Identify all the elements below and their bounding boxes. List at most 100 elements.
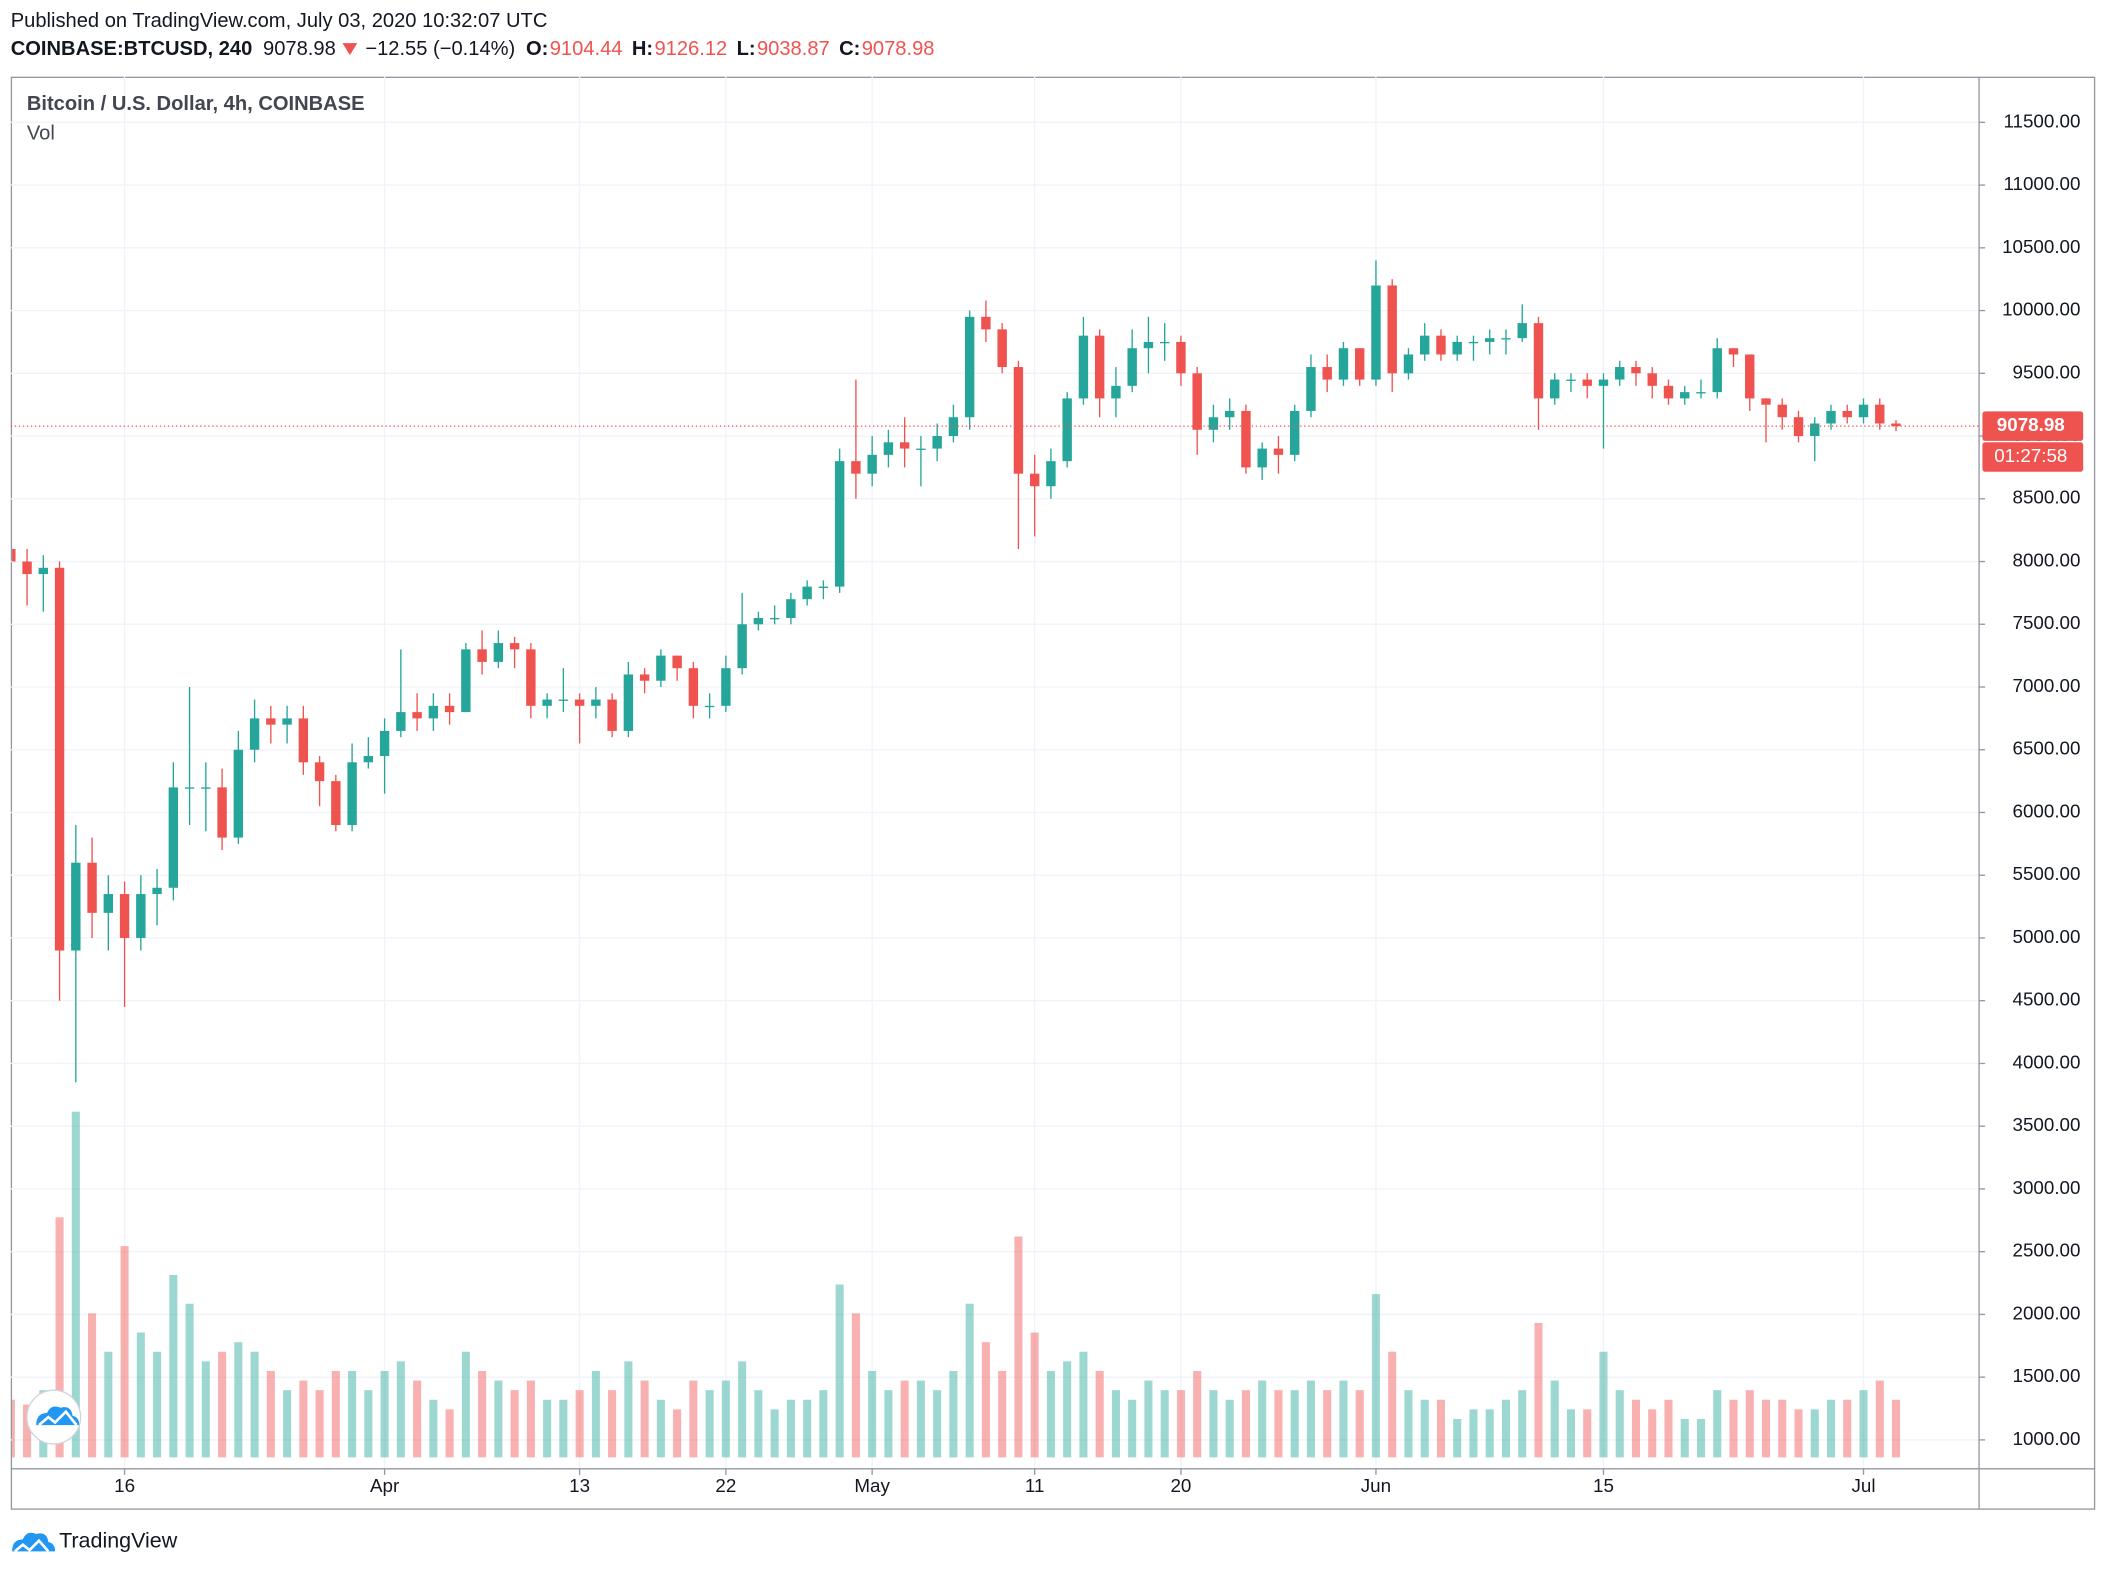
last-price: 9078.98 <box>263 38 336 60</box>
volume-bar <box>1290 1390 1299 1458</box>
candle-body <box>1777 404 1787 418</box>
volume-bar <box>721 1380 730 1458</box>
candle-body <box>1176 341 1186 374</box>
volume-bar <box>624 1361 633 1458</box>
y-tick-label: 6000.00 <box>2013 800 2081 821</box>
volume-bar <box>1518 1390 1527 1458</box>
volume-bar <box>71 1111 80 1458</box>
volume-bar <box>23 1404 32 1458</box>
candle-body <box>704 705 715 708</box>
candle-body <box>574 699 585 706</box>
volume-bar <box>348 1370 357 1458</box>
y-tick-label: 11500.00 <box>2003 110 2080 131</box>
volume-bar <box>1371 1294 1380 1458</box>
candle-body <box>1192 373 1202 430</box>
y-tick-label: 2000.00 <box>2013 1302 2081 1323</box>
published: Published on TradingView.com, July 03, 2… <box>11 10 548 32</box>
volume-bar <box>1469 1409 1478 1458</box>
symbol-row: COINBASE:BTCUSD, 240 9078.98 −12.55 (−0.14… <box>11 38 935 60</box>
candle-body <box>1696 392 1706 394</box>
volume-bar <box>104 1351 113 1458</box>
y-tick-label: 3000.00 <box>2013 1177 2081 1198</box>
volume-bar <box>136 1332 145 1458</box>
volume-bar <box>1014 1236 1023 1458</box>
candle-body <box>1875 404 1885 424</box>
candle-body <box>249 718 260 750</box>
candle-body <box>542 699 552 706</box>
volume-bar <box>250 1351 259 1458</box>
volume-bar <box>965 1303 974 1458</box>
candle-body <box>834 461 845 587</box>
volume-bar <box>396 1361 405 1458</box>
footer-logo <box>12 1532 56 1553</box>
candle-body <box>883 442 894 455</box>
volume-bar <box>1859 1390 1868 1458</box>
y-tick-label: 2500.00 <box>2013 1240 2081 1261</box>
volume-bar <box>1144 1380 1153 1458</box>
candle-body <box>802 586 812 600</box>
y-tick-label: 8500.00 <box>2013 487 2081 508</box>
volume-bar <box>1258 1380 1267 1458</box>
x-tick-label: 16 <box>114 1475 135 1496</box>
candle-body <box>1078 335 1089 399</box>
candle-body <box>1289 410 1300 455</box>
candle-body <box>607 699 617 731</box>
candle-body <box>136 894 146 938</box>
volume-bar <box>201 1361 210 1458</box>
y-tick-label: 8000.00 <box>2013 549 2081 570</box>
y-tick-label: 4000.00 <box>2013 1051 2081 1072</box>
candle-body <box>233 749 244 838</box>
candle-body <box>1680 392 1690 399</box>
candle-body <box>964 316 975 418</box>
candle-body <box>1371 285 1381 380</box>
candle-body <box>1159 341 1170 344</box>
volume-bar <box>88 1313 97 1458</box>
volume-bar <box>1046 1370 1055 1458</box>
volume-bar <box>835 1284 844 1458</box>
candle-body <box>1468 341 1479 344</box>
candle-body <box>1793 417 1804 437</box>
volume-bar <box>900 1380 909 1458</box>
volume-bar <box>1566 1409 1576 1458</box>
candle-body <box>639 674 650 681</box>
candle-body <box>1208 417 1219 430</box>
candle-body <box>786 599 796 618</box>
candle-body <box>22 561 32 575</box>
chart-frame <box>10 76 2096 1510</box>
volume-bar <box>1274 1390 1283 1458</box>
candle-body <box>1485 338 1495 342</box>
candle-body <box>379 730 390 757</box>
candle-body <box>1046 461 1056 487</box>
candle-body <box>1663 385 1674 399</box>
candle-body <box>1143 341 1154 349</box>
countdown-label: 01:27:58 <box>1994 445 2067 466</box>
volume-bar <box>1583 1409 1592 1458</box>
volume-bar <box>1794 1409 1803 1458</box>
volume-bar <box>543 1399 552 1458</box>
candle-body <box>1241 410 1251 468</box>
volume-bar <box>218 1351 227 1458</box>
volume-bar <box>559 1399 568 1458</box>
candles <box>12 260 1901 1083</box>
volume-bar <box>1745 1390 1754 1458</box>
candle-body <box>493 643 504 662</box>
volume-bar <box>1111 1390 1120 1458</box>
candle-body <box>1452 341 1462 355</box>
candle-body <box>526 649 536 706</box>
candle-body <box>1306 367 1316 411</box>
volume-bar <box>803 1399 812 1458</box>
volume-bar <box>12 1399 15 1458</box>
candle-body <box>444 705 455 713</box>
volume-bar <box>1453 1418 1462 1458</box>
candle-body <box>1094 335 1105 399</box>
volume-bar <box>673 1409 682 1458</box>
volume-bar <box>949 1370 958 1458</box>
candle-body <box>1810 423 1820 437</box>
candle-body <box>1615 367 1625 380</box>
candle-body <box>1891 423 1901 427</box>
candle-body <box>1598 379 1609 386</box>
candle-body <box>103 894 114 913</box>
volume-bar <box>1485 1409 1494 1458</box>
candle-body <box>1712 348 1722 393</box>
grid <box>10 76 1979 1469</box>
